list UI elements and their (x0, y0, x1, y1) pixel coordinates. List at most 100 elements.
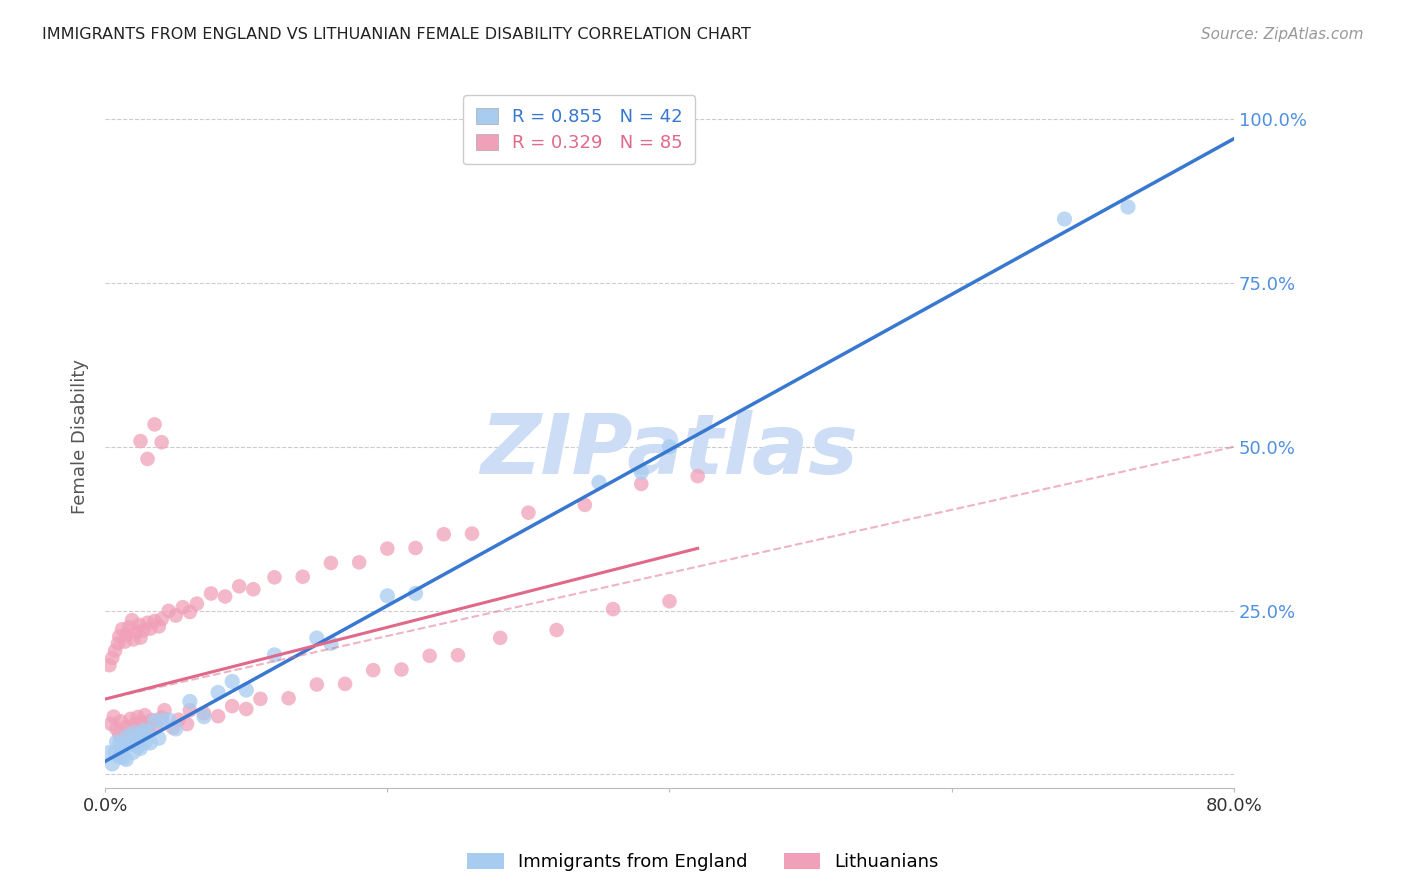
Point (129, 741, 152, 756)
Point (546, 623, 568, 637)
Point (193, 709, 215, 723)
Point (98, 658, 121, 673)
Point (129, 728, 152, 742)
Point (167, 713, 190, 727)
Point (117, 725, 139, 739)
Point (141, 713, 163, 727)
Point (105, 722, 128, 736)
Point (118, 620, 141, 634)
Point (107, 636, 129, 650)
Point (165, 608, 187, 623)
Point (461, 526, 484, 541)
Y-axis label: Female Disability: Female Disability (72, 359, 89, 515)
Point (148, 619, 170, 633)
Point (630, 465, 652, 479)
Point (405, 586, 427, 600)
Point (101, 651, 124, 665)
Point (176, 717, 198, 731)
Point (347, 555, 370, 569)
Point (361, 663, 384, 677)
Point (127, 710, 149, 724)
Point (207, 685, 229, 699)
Point (112, 733, 135, 747)
Point (658, 594, 681, 608)
Point (179, 694, 201, 708)
Point (602, 602, 624, 616)
Point (136, 724, 159, 739)
Point (122, 745, 145, 759)
Point (221, 699, 243, 714)
Point (129, 631, 152, 645)
Point (391, 663, 413, 677)
Point (122, 725, 145, 739)
Point (128, 618, 150, 632)
Point (100, 716, 122, 731)
Point (103, 709, 125, 723)
Point (118, 738, 141, 752)
Point (235, 702, 257, 716)
Point (143, 714, 166, 728)
Point (179, 703, 201, 717)
Legend: R = 0.855   N = 42, R = 0.329   N = 85: R = 0.855 N = 42, R = 0.329 N = 85 (463, 95, 695, 164)
Point (134, 736, 156, 750)
Point (114, 634, 136, 648)
Point (125, 625, 148, 640)
Point (200, 586, 222, 600)
Point (277, 691, 299, 706)
Point (111, 622, 134, 636)
Point (377, 589, 399, 603)
Point (129, 723, 152, 737)
Point (127, 739, 149, 754)
Point (305, 631, 328, 645)
Point (150, 714, 173, 728)
Point (136, 452, 159, 467)
Point (110, 714, 132, 729)
Point (129, 434, 152, 448)
Point (447, 648, 470, 662)
Point (305, 677, 328, 691)
Point (104, 746, 127, 760)
Point (207, 709, 229, 723)
Legend: Immigrants from England, Lithuanians: Immigrants from England, Lithuanians (460, 846, 946, 879)
Point (134, 708, 156, 723)
Point (111, 739, 134, 753)
Point (131, 715, 153, 730)
Point (419, 648, 441, 663)
Point (120, 733, 142, 747)
Point (235, 683, 257, 698)
Point (136, 721, 159, 735)
Point (630, 477, 652, 491)
Point (122, 632, 145, 647)
Point (405, 541, 427, 555)
Point (249, 692, 271, 706)
Point (489, 631, 512, 645)
Point (517, 506, 540, 520)
Point (214, 590, 236, 604)
Point (1116, 200, 1139, 214)
Point (145, 718, 167, 732)
Point (108, 728, 131, 742)
Point (1053, 212, 1076, 227)
Point (228, 579, 250, 593)
Text: IMMIGRANTS FROM ENGLAND VS LITHUANIAN FEMALE DISABILITY CORRELATION CHART: IMMIGRANTS FROM ENGLAND VS LITHUANIAN FE… (42, 27, 751, 42)
Point (574, 498, 596, 512)
Point (143, 614, 166, 628)
Point (377, 541, 399, 556)
Point (115, 628, 138, 642)
Point (108, 749, 131, 764)
Point (433, 527, 456, 541)
Point (139, 736, 162, 750)
Point (263, 648, 285, 662)
Point (319, 556, 342, 570)
Point (157, 604, 180, 618)
Point (588, 475, 610, 490)
Point (132, 723, 155, 738)
Point (263, 570, 285, 584)
Point (105, 735, 128, 749)
Point (108, 737, 131, 751)
Point (172, 600, 194, 615)
Point (221, 674, 243, 689)
Point (124, 717, 146, 731)
Point (153, 703, 176, 717)
Point (179, 605, 201, 619)
